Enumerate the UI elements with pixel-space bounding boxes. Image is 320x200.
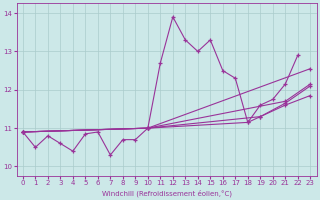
X-axis label: Windchill (Refroidissement éolien,°C): Windchill (Refroidissement éolien,°C) [101, 189, 232, 197]
